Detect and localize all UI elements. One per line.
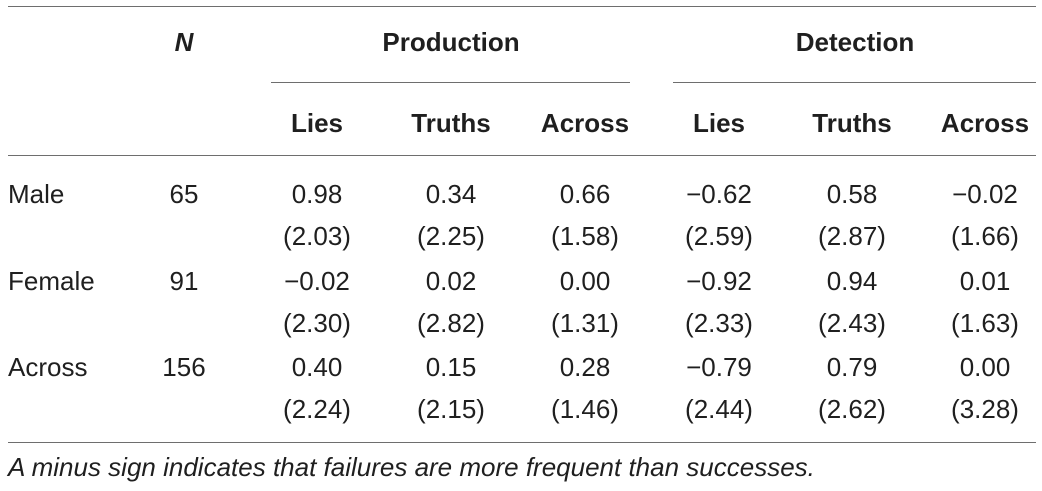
cell-female-prod-across: 0.00 (1.31) [551, 266, 619, 338]
row-label-across: Across [8, 352, 88, 382]
cell-across-det-across: 0.00 (3.28) [951, 352, 1019, 424]
cell-male-det-across: −0.02 (1.66) [951, 179, 1019, 251]
cell-across-det-truths: 0.79 (2.62) [818, 352, 886, 424]
cell-male-det-lies: −0.62 (2.59) [685, 179, 753, 251]
cell-male-prod-truths: 0.34 (2.25) [417, 179, 485, 251]
detection-lies-header: Lies [692, 108, 746, 138]
cell-across-prod-lies: 0.40 (2.24) [283, 352, 351, 424]
top-rule [8, 6, 1036, 7]
n-column-header: N [174, 27, 194, 57]
table-bottom-rule [8, 442, 1036, 443]
n-across: 156 [162, 352, 206, 382]
cell-female-det-lies: −0.92 (2.33) [685, 266, 753, 338]
cell-across-prod-across: 0.28 (1.46) [551, 352, 619, 424]
cell-male-prod-across: 0.66 (1.58) [551, 179, 619, 251]
cell-male-prod-lies: 0.98 (2.03) [283, 179, 351, 251]
cell-female-det-across: 0.01 (1.63) [951, 266, 1019, 338]
production-underline [271, 82, 630, 83]
n-female: 91 [169, 266, 199, 296]
production-lies-header: Lies [290, 108, 344, 138]
n-male: 65 [169, 179, 199, 209]
detection-group-header: Detection [795, 27, 915, 57]
cell-across-det-lies: −0.79 (2.44) [685, 352, 753, 424]
cell-female-prod-truths: 0.02 (2.82) [417, 266, 485, 338]
production-group-header: Production [382, 27, 520, 57]
cell-male-det-truths: 0.58 (2.87) [818, 179, 886, 251]
cell-across-prod-truths: 0.15 (2.15) [417, 352, 485, 424]
cell-female-det-truths: 0.94 (2.43) [818, 266, 886, 338]
row-label-male: Male [8, 179, 65, 209]
production-truths-header: Truths [411, 108, 491, 138]
detection-across-header: Across [940, 108, 1030, 138]
production-across-header: Across [540, 108, 630, 138]
detection-underline [673, 82, 1036, 83]
table-footnote: A minus sign indicates that failures are… [8, 452, 815, 482]
header-bottom-rule [8, 155, 1036, 156]
detection-truths-header: Truths [812, 108, 892, 138]
cell-female-prod-lies: −0.02 (2.30) [283, 266, 351, 338]
row-label-female: Female [8, 266, 95, 296]
